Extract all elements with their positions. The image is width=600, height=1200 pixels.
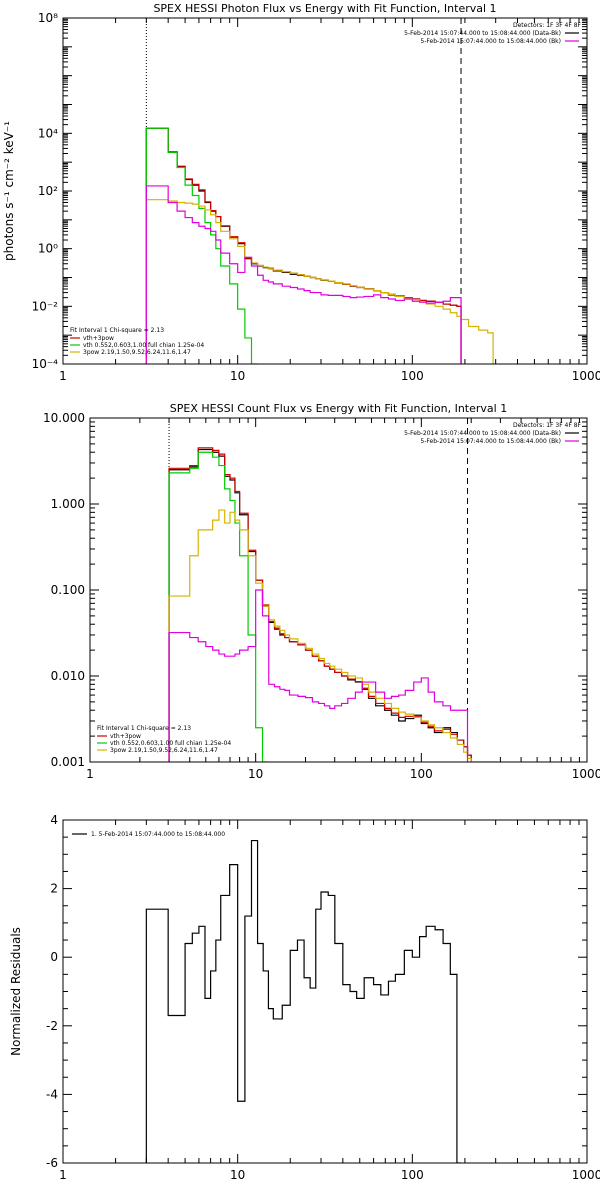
y-tick-label: 10⁴: [38, 126, 58, 140]
y-axis: 0.001 0.010 0.100 1.000 10.000: [43, 411, 587, 769]
detectors-label: Detectors: 1F 3F 4F 8F: [513, 22, 582, 29]
x-tick-label: 1000: [572, 767, 600, 781]
plot-frame: [89, 417, 588, 763]
x-tick-label: 100: [410, 767, 433, 781]
y-tick-label: 0.010: [51, 669, 85, 683]
chart-title: SPEX HESSI Count Flux vs Energy with Fit…: [170, 402, 507, 415]
fit-legend-header: Fit Interval 1 Chi-square = 2.13: [70, 327, 164, 334]
y-tick-label: 10.000: [43, 411, 85, 425]
series-line-1-5-feb-2014-15-07-44-000-to-15-08-44-000: [145, 839, 462, 1163]
fit-legend: Fit Interval 1 Chi-square = 2.13vth+3pow…: [97, 725, 231, 754]
y-tick-label: 1.000: [51, 497, 85, 511]
chart-2: SPEX HESSI Count Flux vs Energy with Fit…: [43, 402, 600, 781]
series-group: [145, 127, 494, 364]
y-tick-label: 10⁰: [38, 242, 58, 256]
series-line-vth: [168, 451, 269, 762]
series-line-3pow: [168, 509, 498, 762]
info-line: 5-Feb-2014 15:07:44.000 to 15:08:44.000 …: [420, 438, 561, 445]
x-tick-label: 1000: [572, 1168, 600, 1182]
y-axis: 10⁻⁴ 10⁻² 10⁰ 10² 10⁴ 10⁸: [32, 11, 587, 371]
series-line-vth-3pow: [145, 127, 462, 364]
fit-legend-entry: 3pow 2.19,1.50,9.52,6.24,11.6,1.47: [83, 349, 191, 356]
y-tick-label: 10⁸: [38, 11, 58, 25]
x-axis: 1 10 100 1000: [59, 820, 600, 1182]
x-tick-label: 10: [230, 369, 245, 383]
y-axis: -6 -4 -2 0 2 4: [46, 813, 587, 1170]
series-line-data-bk: [145, 127, 462, 364]
y-tick-label: 10²: [38, 184, 58, 198]
series-line-data-bk: [168, 448, 472, 762]
info-line: 5-Feb-2014 15:07:44.000 to 15:08:44.000 …: [404, 430, 561, 437]
fit-legend-entry: vth 0.552,0.603,1.00 full chian 1.25e-04: [83, 342, 204, 349]
y-tick-label: -4: [46, 1087, 58, 1101]
legend: 1. 5-Feb-2014 15:07:44.000 to 15:08:44.0…: [72, 831, 225, 838]
fit-legend-entry: vth 0.552,0.603,1.00 full chian 1.25e-04: [110, 740, 231, 747]
fit-legend-entry: vth+3pow: [83, 335, 114, 342]
fit-legend: Fit Interval 1 Chi-square = 2.13vth+3pow…: [70, 327, 204, 356]
chart-title: SPEX HESSI Photon Flux vs Energy with Fi…: [153, 2, 496, 15]
x-tick-label: 10: [230, 1168, 245, 1182]
series-line-vth: [145, 127, 258, 364]
x-tick-label: 1: [59, 369, 67, 383]
y-tick-label: 0: [50, 950, 58, 964]
series-line-bk: [145, 185, 462, 364]
y-axis-label: Normalized Residuals: [9, 927, 23, 1056]
y-tick-label: -2: [46, 1019, 58, 1033]
plot-frame: [62, 17, 588, 365]
info-line: 5-Feb-2014 15:07:44.000 to 15:08:44.000 …: [420, 38, 561, 45]
fit-legend-header: Fit Interval 1 Chi-square = 2.13: [97, 725, 191, 732]
x-axis: 1 10 100 1000: [59, 18, 600, 383]
y-tick-label: -6: [46, 1156, 58, 1170]
info-line: 5-Feb-2014 15:07:44.000 to 15:08:44.000 …: [404, 30, 561, 37]
info-block: Detectors: 1F 3F 4F 8F5-Feb-2014 15:07:4…: [404, 422, 581, 445]
y-axis-label: photons s⁻¹ cm⁻² keV⁻¹: [2, 121, 16, 261]
fit-legend-entry: 3pow 2.19,1.50,9.52,6.24,11.6,1.47: [110, 747, 218, 754]
series-line-vth-3pow: [168, 447, 472, 762]
legend-entry: 1. 5-Feb-2014 15:07:44.000 to 15:08:44.0…: [91, 831, 225, 838]
plot-frame: [62, 819, 588, 1164]
x-tick-label: 1000: [572, 369, 600, 383]
x-tick-label: 100: [401, 369, 424, 383]
x-axis: 1 10 100 1000: [86, 418, 600, 781]
x-tick-label: 1: [59, 1168, 67, 1182]
x-tick-label: 10: [248, 767, 263, 781]
series-group: [145, 839, 462, 1163]
y-tick-label: 10⁻²: [32, 299, 59, 313]
y-tick-label: 4: [50, 813, 58, 827]
fit-legend-entry: vth+3pow: [110, 733, 141, 740]
x-tick-label: 1: [86, 767, 94, 781]
x-tick-label: 100: [401, 1168, 424, 1182]
y-tick-label: 2: [50, 882, 58, 896]
series-line-3pow: [145, 199, 494, 364]
y-tick-label: 10⁻⁴: [32, 357, 59, 371]
y-tick-label: 0.100: [51, 583, 85, 597]
y-tick-label: 0.001: [51, 755, 85, 769]
series-line-bk: [168, 589, 469, 762]
info-block: Detectors: 1F 3F 4F 8F5-Feb-2014 15:07:4…: [404, 22, 581, 45]
detectors-label: Detectors: 1F 3F 4F 8F: [513, 422, 582, 429]
series-group: [168, 447, 498, 762]
chart-1: SPEX HESSI Photon Flux vs Energy with Fi…: [2, 2, 600, 383]
